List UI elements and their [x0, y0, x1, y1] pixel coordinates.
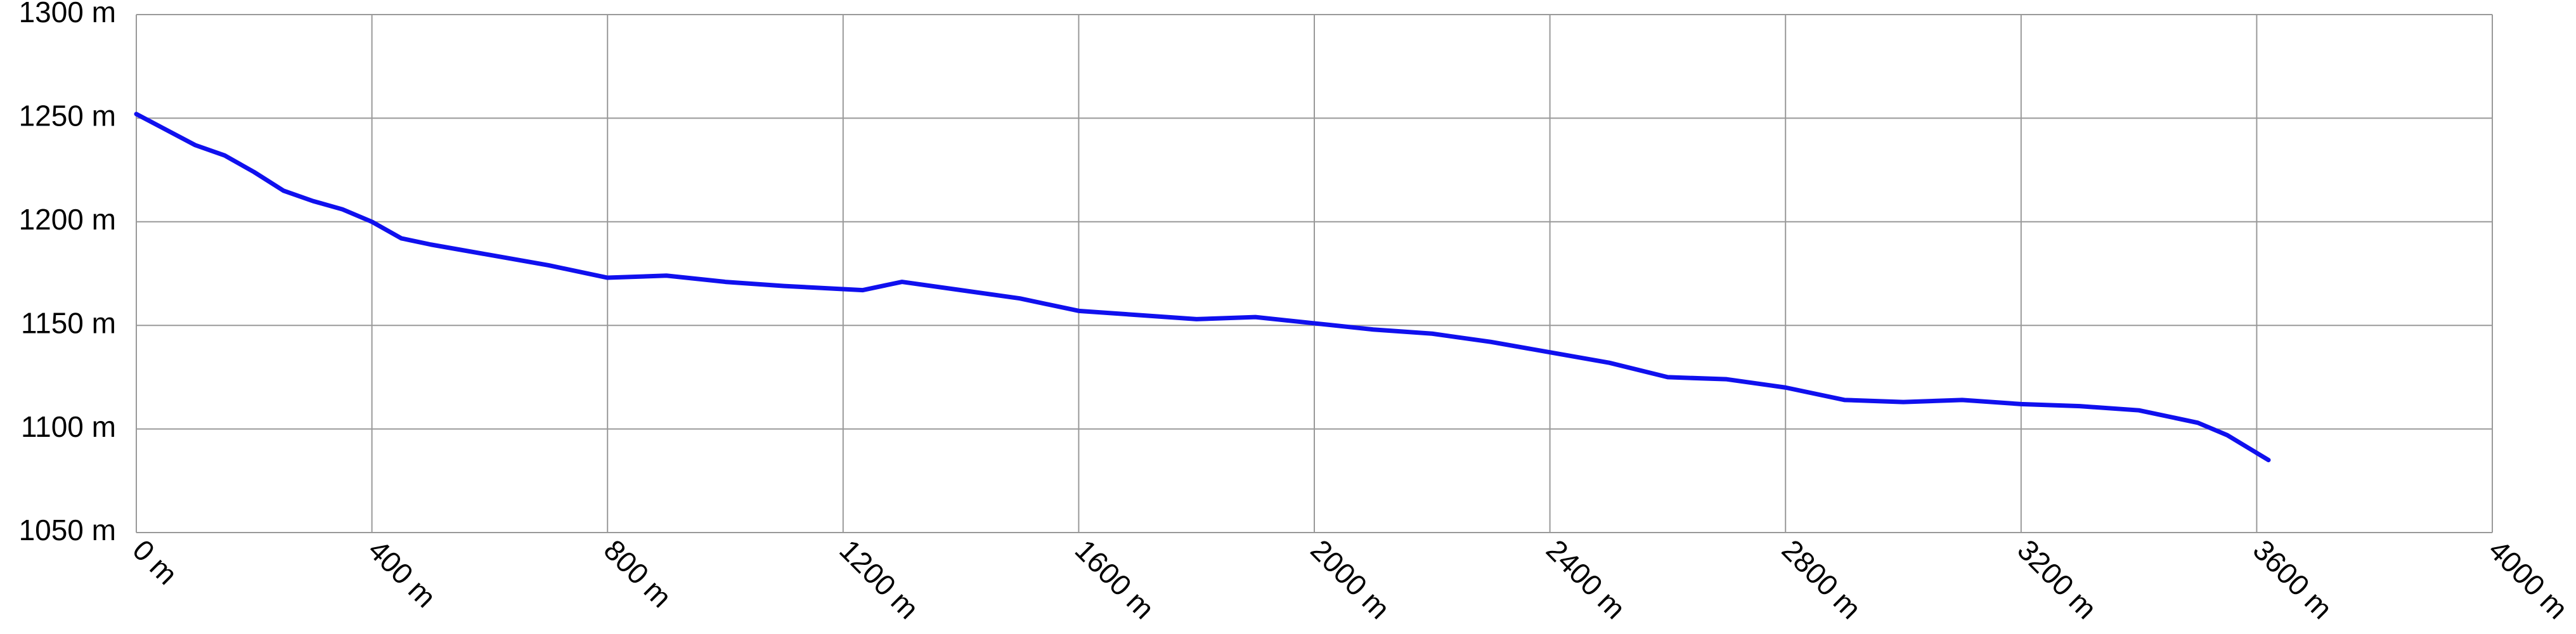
- y-tick-label: 1250 m: [19, 100, 116, 133]
- x-tick-label: 400 m: [362, 533, 443, 614]
- x-tick-label: 800 m: [598, 533, 678, 614]
- x-tick-label: 2000 m: [1304, 533, 1396, 625]
- x-tick-label: 1200 m: [833, 533, 925, 625]
- x-tick-label: 3200 m: [2011, 533, 2103, 625]
- x-tick-label: 2400 m: [1540, 533, 1632, 625]
- x-tick-label: 2800 m: [1776, 533, 1868, 625]
- y-tick-label: 1200 m: [19, 203, 116, 236]
- elevation-line: [134, 112, 2271, 463]
- y-tick-label: 1150 m: [21, 306, 116, 339]
- x-tick-label: 3600 m: [2247, 533, 2339, 625]
- y-tick-label: 1300 m: [19, 0, 116, 29]
- y-tick-label: 1050 m: [19, 514, 116, 547]
- x-tick-label: 0 m: [126, 533, 184, 591]
- y-tick-label: 1100 m: [21, 410, 116, 443]
- x-tick-label: 4000 m: [2482, 533, 2574, 625]
- x-tick-label: 1600 m: [1069, 533, 1161, 625]
